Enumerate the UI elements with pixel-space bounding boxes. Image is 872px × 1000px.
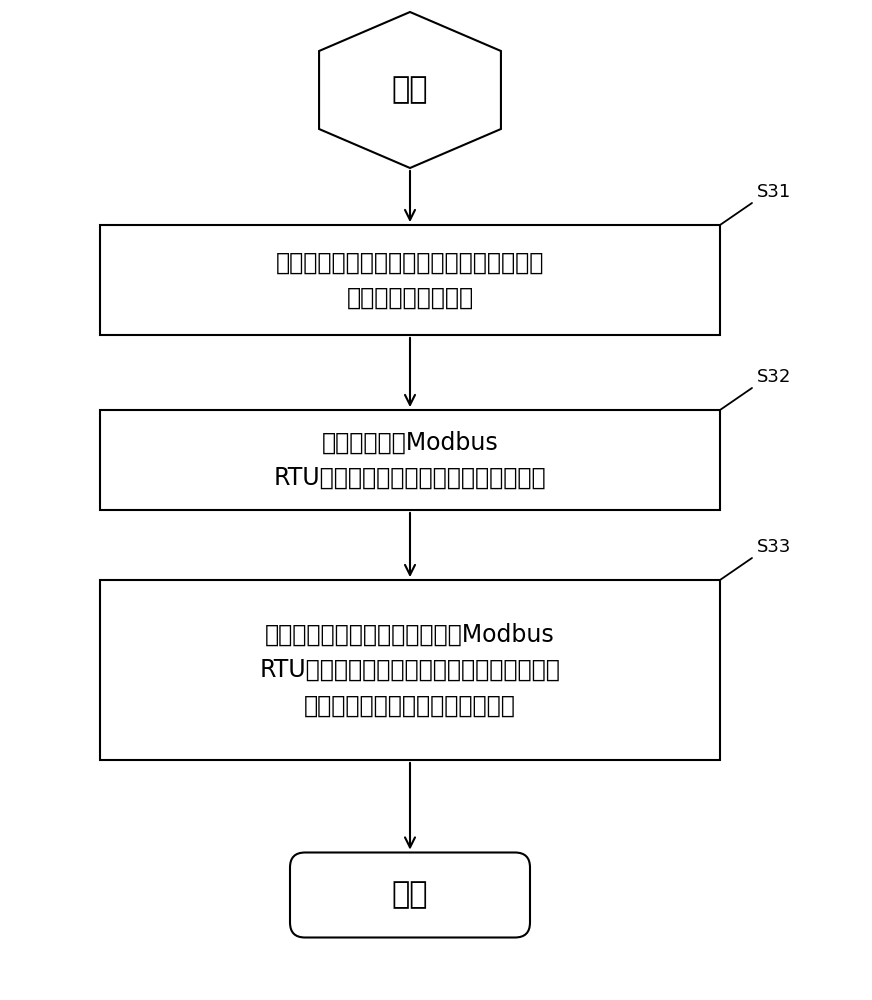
Text: S31: S31 bbox=[757, 183, 791, 201]
Text: S32: S32 bbox=[757, 368, 792, 386]
FancyBboxPatch shape bbox=[100, 225, 720, 335]
Text: 从站根据网络地址表生成地址值最小的空闲
地址作为临时站地址: 从站根据网络地址表生成地址值最小的空闲 地址作为临时站地址 bbox=[276, 250, 544, 310]
Text: 开始: 开始 bbox=[392, 76, 428, 104]
Text: S33: S33 bbox=[757, 538, 792, 556]
Text: 从站向所在的Modbus
RTU网络的通信链路发送地址复用探测包: 从站向所在的Modbus RTU网络的通信链路发送地址复用探测包 bbox=[274, 430, 547, 490]
Text: 当探测结果为该临时站地址未被Modbus
RTU网络中其它从站占用时，从站占用该临时
站地址作为该从站的固定通信地址: 当探测结果为该临时站地址未被Modbus RTU网络中其它从站占用时，从站占用该… bbox=[260, 623, 561, 717]
FancyBboxPatch shape bbox=[290, 852, 530, 938]
Polygon shape bbox=[319, 12, 501, 168]
FancyBboxPatch shape bbox=[100, 410, 720, 510]
Text: 结束: 结束 bbox=[392, 880, 428, 910]
FancyBboxPatch shape bbox=[100, 580, 720, 760]
